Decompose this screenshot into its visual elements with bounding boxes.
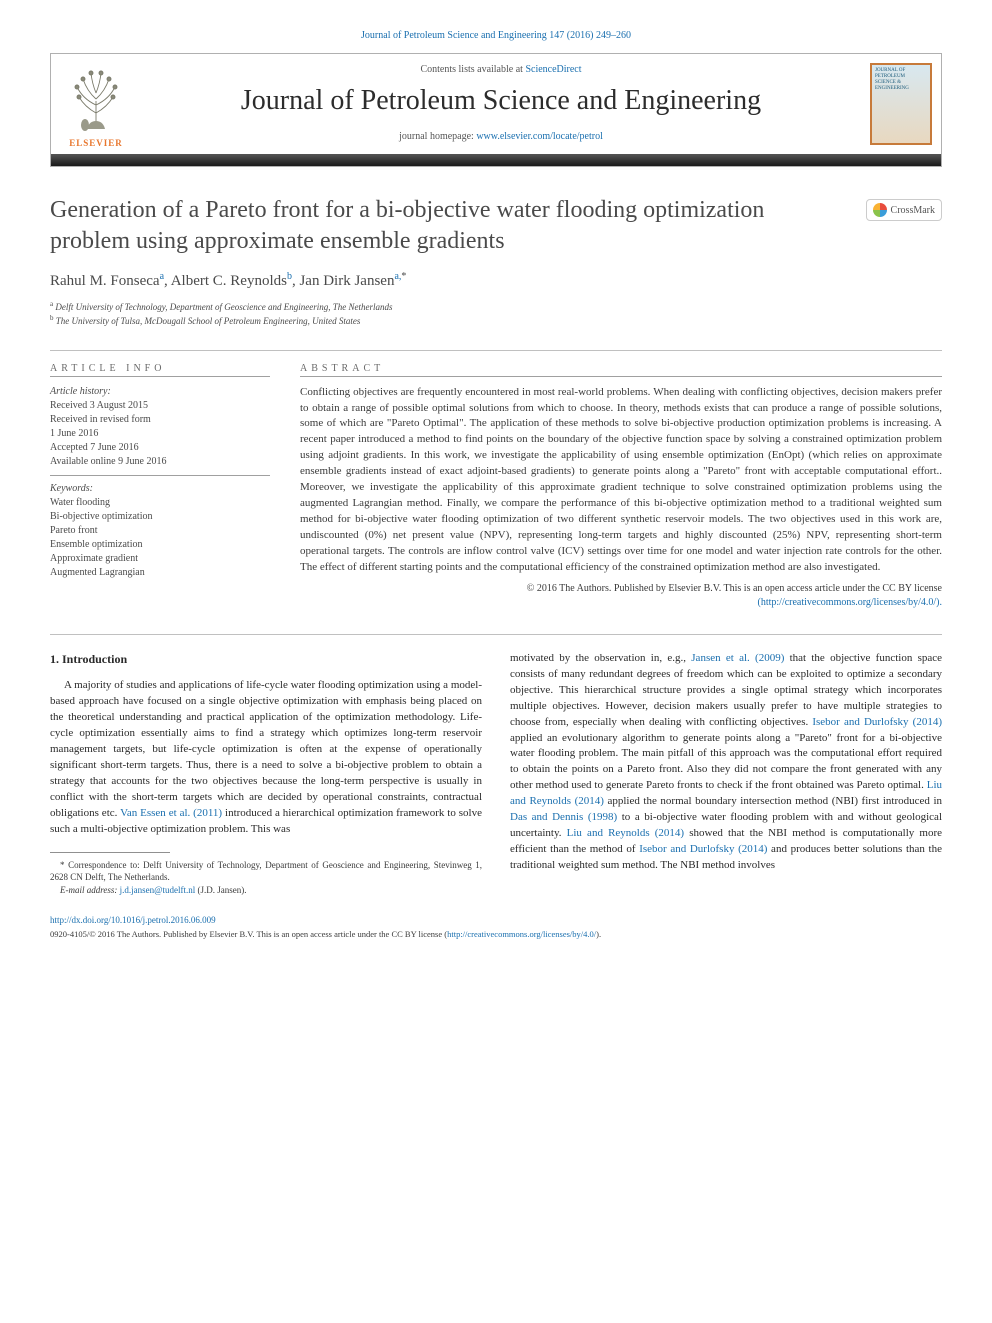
ref-jansen-2009[interactable]: Jansen et al. (2009) — [691, 652, 784, 664]
section-rule — [300, 376, 942, 377]
ref-van-essen-2011[interactable]: Van Essen et al. (2011) — [120, 807, 222, 819]
journal-citation-link[interactable]: Journal of Petroleum Science and Enginee… — [50, 30, 942, 41]
author-3: Jan Dirk Jansen — [299, 273, 394, 289]
abstract-copyright: © 2016 The Authors. Published by Elsevie… — [300, 582, 942, 610]
ref-isebor-durlofsky-2014[interactable]: Isebor and Durlofsky (2014) — [812, 716, 942, 728]
intro-paragraph-left: A majority of studies and applications o… — [50, 678, 482, 837]
journal-header: ELSEVIER Contents lists available at Sci… — [50, 53, 942, 167]
author-1: Rahul M. Fonseca — [50, 273, 160, 289]
body-left-column: 1. Introduction A majority of studies an… — [50, 651, 482, 897]
corresponding-email-link[interactable]: j.d.jansen@tudelft.nl — [120, 885, 196, 895]
ref-das-dennis-1998[interactable]: Das and Dennis (1998) — [510, 811, 617, 823]
contents-list-line: Contents lists available at ScienceDirec… — [149, 64, 853, 75]
crossmark-icon — [873, 203, 887, 217]
keywords: Keywords: Water flooding Bi-objective op… — [50, 482, 270, 580]
elsevier-tree-icon — [61, 61, 131, 136]
intro-paragraph-right: motivated by the observation in, e.g., J… — [510, 651, 942, 874]
author-list: Rahul M. Fonsecaa, Albert C. Reynoldsb, … — [50, 271, 942, 290]
elsevier-wordmark: ELSEVIER — [69, 138, 123, 148]
journal-cover-thumbnail: JOURNAL OF PETROLEUM SCIENCE & ENGINEERI… — [861, 54, 941, 154]
page-footer: http://dx.doi.org/10.1016/j.petrol.2016.… — [50, 914, 942, 940]
email-footnote: E-mail address: j.d.jansen@tudelft.nl (J… — [50, 884, 482, 897]
section-rule — [50, 376, 270, 377]
info-rule — [50, 475, 270, 476]
affiliations: a Delft University of Technology, Depart… — [50, 300, 942, 327]
journal-homepage-link[interactable]: www.elsevier.com/locate/petrol — [476, 131, 603, 142]
ref-liu-reynolds-2014-b[interactable]: Liu and Reynolds (2014) — [567, 827, 684, 839]
introduction-heading: 1. Introduction — [50, 651, 482, 668]
crossmark-badge[interactable]: CrossMark — [866, 199, 942, 221]
cc-footer-link[interactable]: http://creativecommons.org/licenses/by/4… — [447, 929, 596, 939]
doi-link[interactable]: http://dx.doi.org/10.1016/j.petrol.2016.… — [50, 915, 216, 925]
crossmark-label: CrossMark — [891, 205, 935, 216]
author-2: Albert C. Reynolds — [171, 273, 287, 289]
abstract-text: Conflicting objectives are frequently en… — [300, 385, 942, 576]
abstract-heading: ABSTRACT — [300, 363, 942, 374]
ref-isebor-durlofsky-2014-b[interactable]: Isebor and Durlofsky (2014) — [639, 843, 767, 855]
footnote-separator — [50, 852, 170, 853]
body-right-column: motivated by the observation in, e.g., J… — [510, 651, 942, 897]
header-bottom-bar — [51, 154, 941, 166]
sciencedirect-link[interactable]: ScienceDirect — [525, 64, 581, 75]
correspondence-footnote: * Correspondence to: Delft University of… — [50, 859, 482, 884]
body-divider — [50, 634, 942, 635]
journal-homepage-line: journal homepage: www.elsevier.com/locat… — [149, 131, 853, 142]
elsevier-logo: ELSEVIER — [51, 54, 141, 154]
article-info-heading: ARTICLE INFO — [50, 363, 270, 374]
article-title: Generation of a Pareto front for a bi-ob… — [50, 195, 846, 257]
cc-license-link[interactable]: (http://creativecommons.org/licenses/by/… — [758, 597, 943, 608]
journal-name: Journal of Petroleum Science and Enginee… — [149, 85, 853, 117]
article-history: Article history: Received 3 August 2015 … — [50, 385, 270, 469]
cover-image: JOURNAL OF PETROLEUM SCIENCE & ENGINEERI… — [870, 63, 932, 145]
